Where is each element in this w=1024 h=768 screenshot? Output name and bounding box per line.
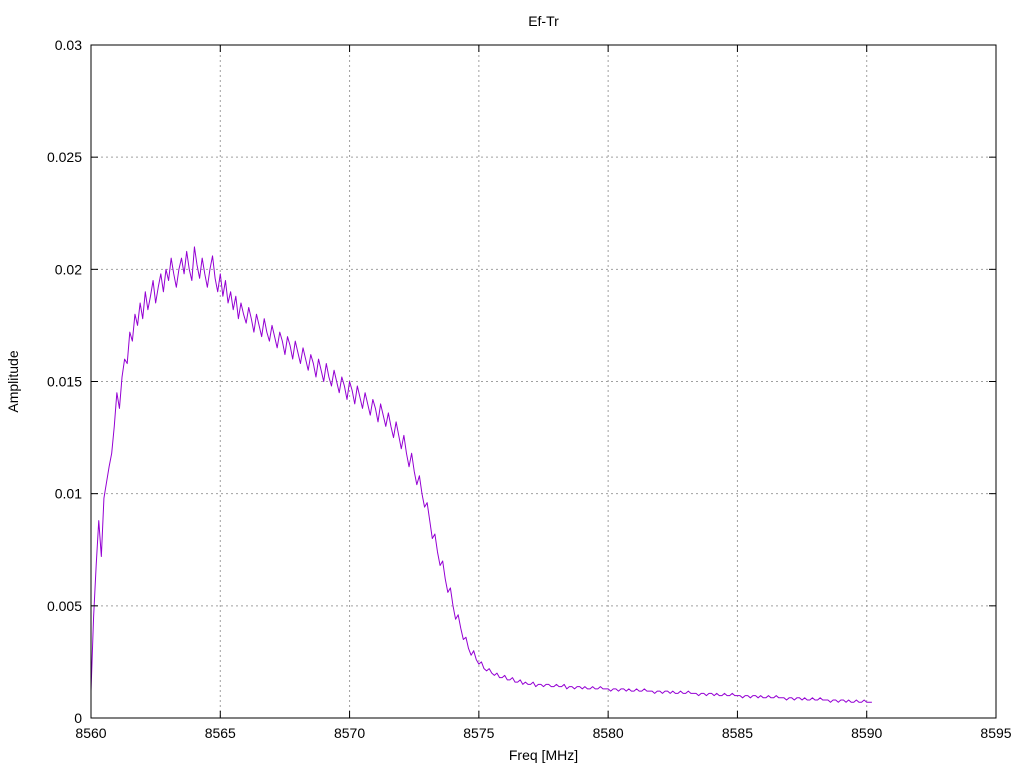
x-tick-label: 8595 [980, 725, 1011, 741]
y-tick-label: 0.025 [47, 149, 82, 165]
x-tick-label: 8565 [205, 725, 236, 741]
x-tick-label: 8570 [334, 725, 365, 741]
x-tick-label: 8575 [463, 725, 494, 741]
y-axis-label: Amplitude [5, 350, 21, 412]
y-tick-label: 0.01 [55, 486, 82, 502]
chart-title: Ef-Tr [528, 13, 559, 29]
x-tick-label: 8585 [722, 725, 753, 741]
y-tick-label: 0.005 [47, 598, 82, 614]
y-tick-label: 0.03 [55, 37, 82, 53]
y-tick-label: 0.02 [55, 261, 82, 277]
grid [91, 45, 996, 718]
series-layer [90, 246, 872, 703]
x-axis-label: Freq [MHz] [509, 747, 578, 763]
y-tick-label: 0.015 [47, 374, 82, 390]
x-tick-label: 8590 [851, 725, 882, 741]
x-tick-label: 8560 [75, 725, 106, 741]
y-tick-label: 0 [74, 710, 82, 726]
x-tick-label: 8580 [593, 725, 624, 741]
ticks: 8560 8565 8570 8575 8580 8585 8590 8595 0 0.005 0.… [47, 37, 1012, 741]
series-line [90, 246, 872, 703]
